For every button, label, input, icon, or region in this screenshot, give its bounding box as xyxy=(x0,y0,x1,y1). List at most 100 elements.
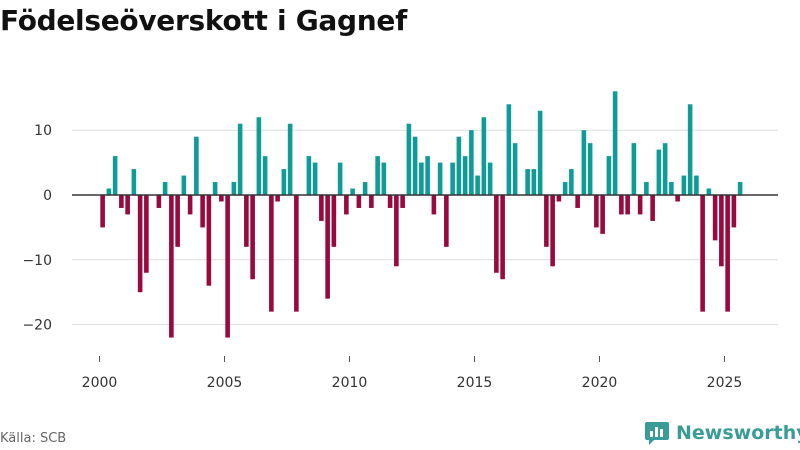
bar xyxy=(469,130,474,195)
bar xyxy=(144,195,149,273)
bar xyxy=(106,188,112,195)
bar xyxy=(250,195,255,280)
bar xyxy=(562,182,568,195)
bar xyxy=(125,195,130,215)
bar xyxy=(700,195,705,312)
bar xyxy=(362,182,368,195)
bar xyxy=(406,123,412,195)
bar xyxy=(169,195,174,338)
bar xyxy=(612,91,618,195)
bar xyxy=(619,195,624,215)
bar xyxy=(719,195,724,267)
bar xyxy=(256,117,262,195)
bar xyxy=(637,195,643,215)
x-tick-label: 2010 xyxy=(332,375,368,391)
bar xyxy=(162,182,168,195)
bar xyxy=(187,195,193,215)
source-note: Källa: SCB xyxy=(0,431,67,446)
bar xyxy=(219,195,224,202)
y-tick-label: 0 xyxy=(43,188,52,204)
bar xyxy=(512,143,518,195)
bar xyxy=(687,104,693,195)
x-tick-label: 2005 xyxy=(207,375,243,391)
bar xyxy=(206,195,212,286)
bar xyxy=(662,143,668,195)
brand-name: Newsworthy xyxy=(676,422,800,444)
grid-lines xyxy=(72,129,778,326)
x-tick-label: 2025 xyxy=(707,375,743,391)
bar xyxy=(556,195,562,202)
y-tick-label: −20 xyxy=(22,318,52,334)
bar xyxy=(281,169,287,195)
bar xyxy=(262,156,268,195)
x-tick-label: 2020 xyxy=(582,375,618,391)
x-tick-label: 2000 xyxy=(82,375,118,391)
bar xyxy=(387,195,393,208)
bar xyxy=(137,195,143,293)
bar xyxy=(606,156,612,195)
bar xyxy=(487,162,493,195)
bar xyxy=(312,162,318,195)
bar xyxy=(500,195,505,280)
bar xyxy=(569,169,574,195)
bar xyxy=(594,195,599,228)
bar xyxy=(450,162,455,195)
bar xyxy=(575,195,580,208)
bar xyxy=(712,195,718,241)
bar xyxy=(644,182,649,195)
bar xyxy=(544,195,549,247)
brand-logo: Newsworthy xyxy=(644,420,800,446)
bar xyxy=(494,195,499,273)
bar xyxy=(444,195,449,247)
bar xyxy=(269,195,274,312)
chart-title: Födelseöverskott i Gagnef xyxy=(0,4,407,37)
bar xyxy=(725,195,730,312)
newsworthy-logo-icon xyxy=(645,422,669,445)
bar xyxy=(669,182,674,195)
bar xyxy=(419,162,424,195)
bar xyxy=(481,117,487,195)
bar xyxy=(237,123,243,195)
bar xyxy=(400,195,405,208)
bar xyxy=(731,195,737,228)
bar xyxy=(331,195,337,247)
bar xyxy=(656,149,662,195)
bar xyxy=(600,195,605,234)
bar xyxy=(631,143,637,195)
bar xyxy=(650,195,655,221)
bar xyxy=(287,123,293,195)
bar xyxy=(587,143,593,195)
bar xyxy=(694,175,699,195)
bar xyxy=(681,175,687,195)
bar xyxy=(175,195,180,247)
bar xyxy=(325,195,330,299)
bar xyxy=(337,162,343,195)
bar xyxy=(462,156,468,195)
bar xyxy=(231,182,237,195)
bar xyxy=(675,195,680,202)
bar xyxy=(119,195,124,208)
bar xyxy=(437,162,443,195)
bar xyxy=(506,104,512,195)
bar xyxy=(194,136,199,195)
bar xyxy=(394,195,399,267)
bars xyxy=(100,91,743,338)
bar xyxy=(356,195,362,208)
bar xyxy=(537,110,543,195)
bar xyxy=(275,195,280,202)
bar xyxy=(550,195,555,267)
bar xyxy=(319,195,324,221)
x-tick-label: 2015 xyxy=(457,375,493,391)
bar xyxy=(131,169,137,195)
bar xyxy=(737,182,743,195)
bar xyxy=(531,169,537,195)
bar xyxy=(412,136,418,195)
bar xyxy=(706,188,712,195)
bar xyxy=(375,156,380,195)
bar xyxy=(369,195,374,208)
bar xyxy=(344,195,349,215)
bar xyxy=(581,130,587,195)
y-tick-label: 10 xyxy=(34,123,52,139)
bar xyxy=(244,195,249,247)
